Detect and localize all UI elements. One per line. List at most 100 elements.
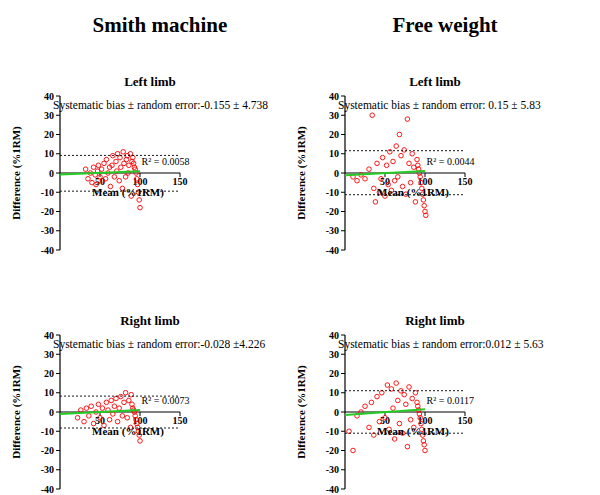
y-tick-label: 20 <box>44 368 54 379</box>
y-tick <box>56 173 60 174</box>
figure: Smith machineFree weightLeft limb-40-30-… <box>0 0 600 495</box>
y-axis-label: Difference (%1RM) <box>295 365 308 459</box>
point <box>75 415 80 420</box>
y-tick-label: -30 <box>41 464 54 475</box>
y-tick <box>341 211 345 212</box>
y-tick-label: 10 <box>329 387 339 398</box>
y-tick-label: 10 <box>44 387 54 398</box>
point <box>399 153 404 158</box>
point <box>114 159 119 164</box>
point <box>408 180 413 185</box>
limit-line <box>345 150 465 151</box>
regression-line <box>60 171 140 174</box>
point <box>110 163 115 168</box>
bias-annotation: Systematic bias ± random error:0.012 ± 5… <box>338 338 544 351</box>
column-title: Smith machine <box>93 13 228 37</box>
panel-title: Right limb <box>120 313 180 328</box>
y-tick <box>341 489 345 490</box>
point <box>114 396 119 401</box>
y-tick-label: 0 <box>49 168 54 179</box>
r-squared: R² = 0.0117 <box>427 395 474 406</box>
y-tick <box>341 354 345 355</box>
y-tick-label: -30 <box>326 464 339 475</box>
point <box>83 167 88 172</box>
point <box>404 402 409 407</box>
point <box>394 144 399 149</box>
panel-title: Right limb <box>405 313 465 328</box>
y-tick-label: 10 <box>44 148 54 159</box>
point <box>391 406 396 411</box>
y-tick <box>56 115 60 116</box>
y-tick-label: -20 <box>326 445 339 456</box>
y-tick <box>341 173 345 174</box>
y-tick-label: -10 <box>41 187 54 198</box>
point <box>413 200 418 205</box>
point <box>370 113 375 118</box>
y-tick <box>341 192 345 193</box>
y-axis-label: Difference (%1RM) <box>10 365 23 459</box>
y-tick-label: -40 <box>41 484 54 495</box>
point <box>118 155 123 160</box>
point <box>351 448 356 453</box>
point <box>380 155 385 160</box>
y-axis-label: Difference (%1RM) <box>295 126 308 220</box>
panel: Right limb-40-30-20-10010203040Differenc… <box>295 313 544 495</box>
y-tick-label: 0 <box>334 407 339 418</box>
y-tick <box>56 96 60 97</box>
point <box>422 203 427 208</box>
point <box>402 392 407 397</box>
point <box>89 404 94 409</box>
point <box>377 419 382 424</box>
regression-line <box>345 171 425 175</box>
panel-title: Left limb <box>409 74 461 89</box>
point <box>98 415 103 420</box>
y-tick <box>56 469 60 470</box>
point <box>138 439 143 444</box>
point <box>107 417 112 422</box>
point <box>82 419 87 424</box>
point <box>407 385 412 390</box>
y-tick <box>56 134 60 135</box>
y-tick-label: -10 <box>326 426 339 437</box>
bias-annotation: Systematic bias ± random error:-0.155 ± … <box>53 99 268 112</box>
y-tick <box>341 335 345 336</box>
point <box>405 117 410 122</box>
bias-annotation: Systematic bias ± random error: 0.15 ± 5… <box>338 99 541 112</box>
point <box>96 402 101 407</box>
point <box>379 176 384 181</box>
y-tick <box>56 335 60 336</box>
x-axis-label: Mean (%1RM) <box>92 186 164 199</box>
point <box>91 165 96 170</box>
point <box>383 415 388 420</box>
point <box>363 404 368 409</box>
point <box>123 390 128 395</box>
x-tick-label: 150 <box>173 415 188 426</box>
y-tick-label: 10 <box>329 148 339 159</box>
point <box>422 442 427 447</box>
point <box>117 406 122 411</box>
point <box>112 175 117 180</box>
point <box>407 161 412 166</box>
r-squared: R² = 0.0044 <box>427 156 475 167</box>
point <box>137 198 142 203</box>
limit-line <box>345 390 465 391</box>
y-tick <box>341 230 345 231</box>
x-axis-label: Mean (%1RM) <box>377 186 449 199</box>
point <box>120 414 125 419</box>
point <box>421 198 426 203</box>
point <box>402 148 407 153</box>
point <box>384 163 389 168</box>
panel: Right limb-40-30-20-10010203040Differenc… <box>10 313 265 495</box>
point <box>397 132 402 137</box>
y-tick-label: -10 <box>41 426 54 437</box>
y-tick <box>341 450 345 451</box>
point <box>367 167 372 172</box>
y-tick <box>56 192 60 193</box>
r-squared: R² = 0.0058 <box>142 156 190 167</box>
panel: Left limb-40-30-20-10010203040Difference… <box>295 74 541 256</box>
y-tick <box>56 489 60 490</box>
y-tick <box>341 469 345 470</box>
y-tick-label: -10 <box>326 187 339 198</box>
point <box>103 176 108 181</box>
y-tick <box>56 230 60 231</box>
